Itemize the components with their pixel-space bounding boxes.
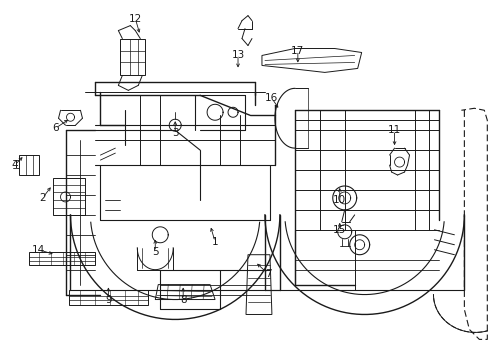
Text: 13: 13 [231, 50, 244, 60]
Text: 4: 4 [11, 160, 18, 170]
Text: 5: 5 [152, 247, 158, 257]
Text: 10: 10 [332, 195, 346, 205]
Text: 3: 3 [172, 128, 178, 138]
Text: 11: 11 [387, 125, 400, 135]
Text: 6: 6 [52, 123, 59, 133]
Text: 8: 8 [180, 294, 186, 305]
Text: 12: 12 [128, 14, 142, 24]
Text: 9: 9 [105, 294, 111, 305]
Text: 16: 16 [265, 93, 278, 103]
Text: 7: 7 [264, 269, 271, 279]
Text: 2: 2 [39, 193, 46, 203]
Text: 14: 14 [32, 245, 45, 255]
Text: 15: 15 [332, 225, 346, 235]
Text: 1: 1 [211, 237, 218, 247]
Text: 17: 17 [291, 45, 304, 55]
